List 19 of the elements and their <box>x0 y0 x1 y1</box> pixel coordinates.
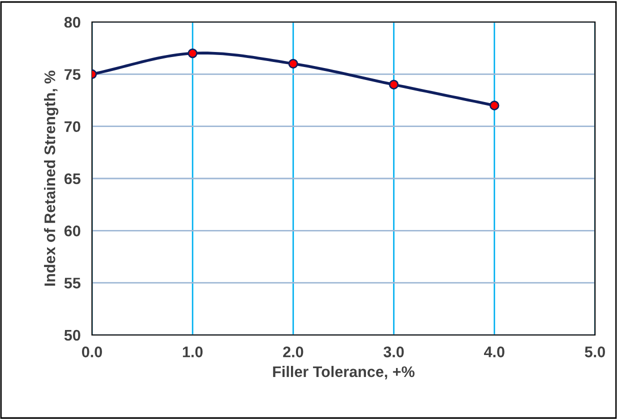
y-tick-label: 65 <box>64 173 80 184</box>
y-tick-label: 75 <box>64 69 80 80</box>
x-tick-label: 0.0 <box>82 346 102 358</box>
y-tick-label: 55 <box>64 278 80 289</box>
x-tick-label: 1.0 <box>182 346 203 358</box>
x-tick-label: 2.0 <box>283 346 304 358</box>
y-tick-label: 50 <box>64 330 80 341</box>
point <box>490 100 500 110</box>
point <box>188 48 198 58</box>
y-axis-title: Index of Retained Strength, % <box>44 70 58 286</box>
x-tick-label: 4.0 <box>484 346 504 358</box>
y-tick-label: 80 <box>64 16 80 28</box>
point <box>288 58 298 69</box>
point <box>388 80 399 90</box>
x-axis-title: Filler Tolerance, +% <box>273 366 414 380</box>
x-tick-label: 3.0 <box>384 346 404 358</box>
y-tick-label: 70 <box>64 121 80 132</box>
y-tick-label: 60 <box>64 226 80 236</box>
x-tick-label: 5.0 <box>584 346 605 358</box>
